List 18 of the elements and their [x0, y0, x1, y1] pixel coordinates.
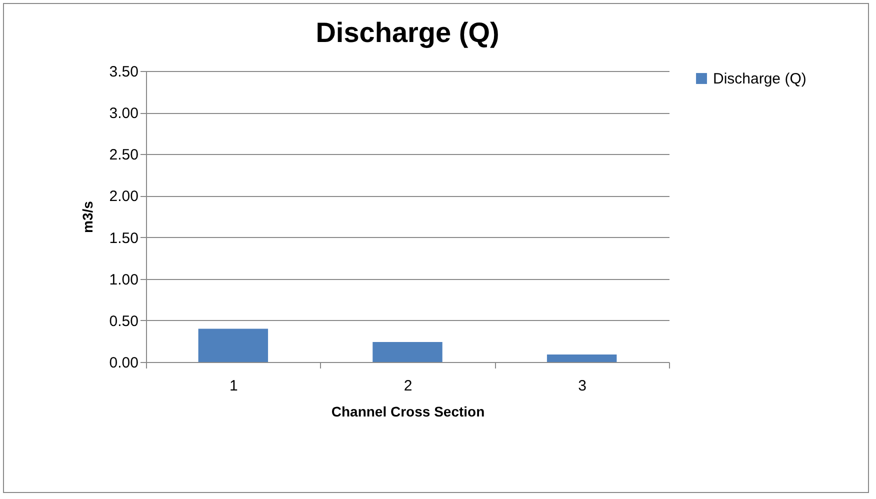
x-tick-label: 3: [578, 378, 587, 394]
y-tick-label: 0.00: [109, 354, 138, 372]
y-tick-label: 2.50: [109, 146, 138, 164]
y-axis-title: m3/s: [79, 200, 96, 233]
bar: [198, 328, 268, 362]
y-tick-label: 0.50: [109, 312, 138, 330]
x-tick-label: 2: [404, 378, 412, 394]
y-tick-label: 1.00: [109, 271, 138, 288]
bar: [546, 354, 617, 362]
y-tick-label: 3.50: [109, 64, 138, 80]
bar: [372, 342, 442, 362]
x-axis-title: Channel Cross Section: [331, 404, 485, 420]
legend-label: Discharge (Q): [713, 70, 806, 88]
y-tick-label: 1.50: [109, 230, 138, 247]
x-tick-label: 1: [229, 378, 238, 394]
y-tick-label: 2.00: [109, 188, 138, 206]
y-tick-label: 3.00: [109, 105, 138, 122]
chart-title: Discharge (Q): [316, 17, 500, 48]
